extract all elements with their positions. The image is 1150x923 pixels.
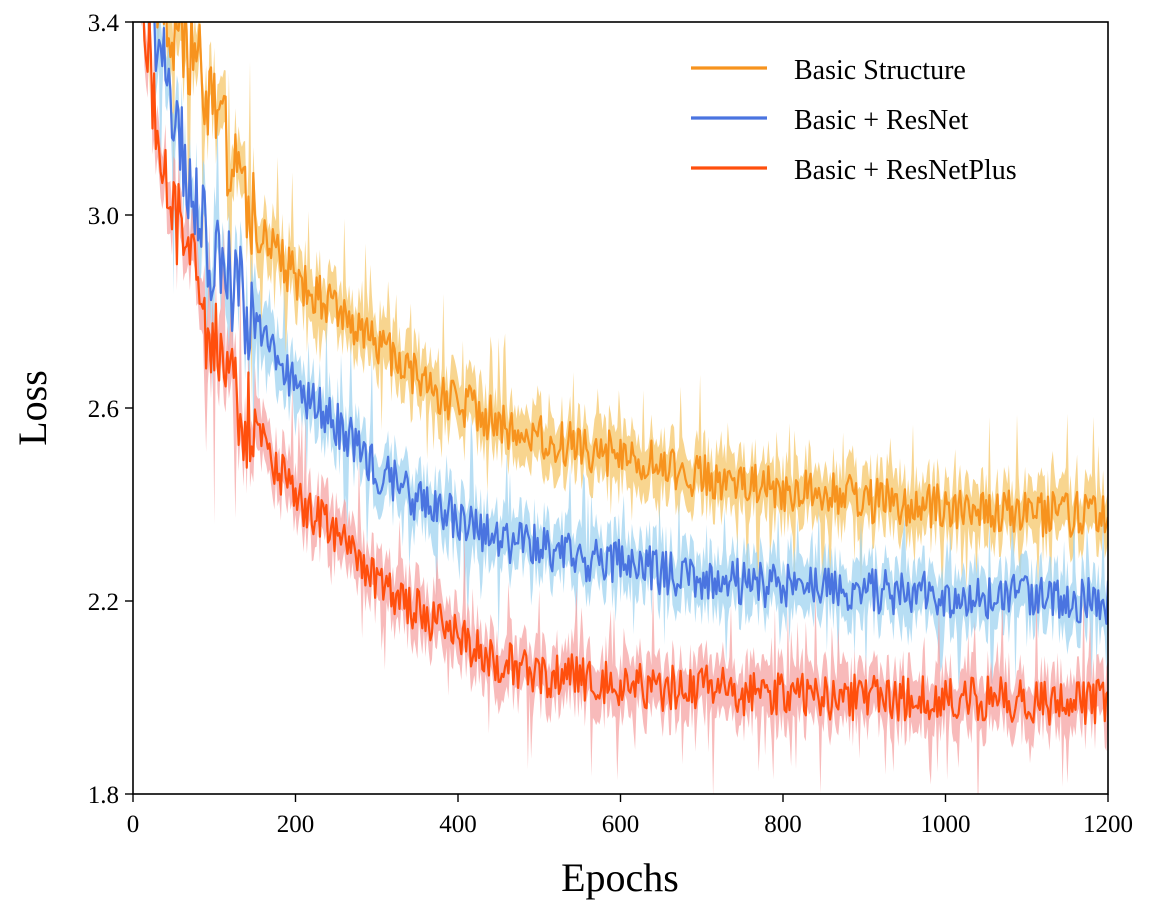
line-basic-structure (156, 22, 1108, 538)
line-basic-resnetplus (142, 22, 1108, 726)
legend-label: Basic Structure (794, 55, 966, 86)
legend-label: Basic + ResNet (794, 105, 969, 136)
legend: Basic Structure Basic + ResNet Basic + Res… (691, 55, 1017, 186)
band-basic-resnet (147, 22, 1108, 688)
line-basic-resnet (147, 22, 1108, 625)
x-tick-label: 1200 (1083, 811, 1133, 838)
y-tick-label: 1.8 (88, 782, 119, 809)
x-tick-label: 0 (127, 811, 140, 838)
x-axis-ticks: 0 200 400 600 800 1000 1200 (127, 794, 1133, 838)
band-basic-resnetplus (141, 22, 1108, 794)
x-tick-label: 1000 (921, 811, 971, 838)
legend-label: Basic + ResNetPlus (794, 155, 1017, 186)
x-axis-title: Epochs (561, 855, 679, 900)
x-tick-label: 400 (439, 811, 477, 838)
y-axis-title: Loss (10, 370, 55, 446)
x-tick-label: 200 (277, 811, 315, 838)
y-tick-label: 3.0 (88, 203, 119, 230)
y-tick-label: 2.6 (88, 396, 119, 423)
y-tick-label: 3.4 (88, 10, 120, 37)
y-axis-ticks: 1.8 2.2 2.6 3.0 3.4 (88, 10, 133, 809)
x-tick-label: 800 (764, 811, 802, 838)
y-tick-label: 2.2 (88, 589, 119, 616)
x-tick-label: 600 (602, 811, 640, 838)
series-lines (142, 22, 1108, 726)
